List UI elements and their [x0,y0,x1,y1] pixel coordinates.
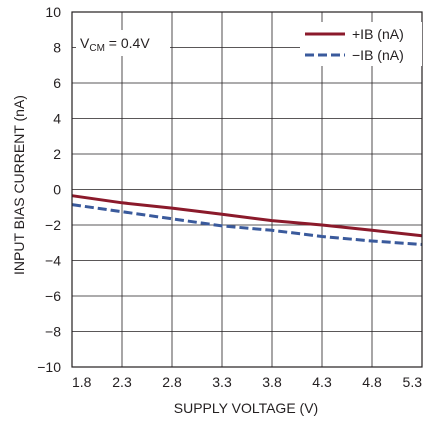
series-layer [72,196,422,245]
vcm-annotation-subscript: CM [89,43,105,54]
y-tick-labels: 10 8 6 4 2 0 −2 −4 −6 −8 −10 [37,4,61,375]
y-tick-label: 2 [53,146,61,162]
y-tick-label: −2 [45,217,61,233]
y-tick-label: 6 [53,75,61,91]
x-tick-label: 1.8 [72,374,92,390]
x-tick-label: 2.3 [112,374,132,390]
y-tick-label: 4 [53,111,61,127]
series-line-minus-ib [72,205,422,245]
y-tick-label: −8 [45,324,61,340]
legend-label-minus-ib: −IB (nA) [352,47,404,63]
x-tick-label: 5.3 [403,374,423,390]
x-tick-label: 3.3 [212,374,232,390]
series-line-plus-ib [72,196,422,236]
x-tick-label: 3.8 [262,374,282,390]
y-tick-label: −10 [37,359,61,375]
legend-label-plus-ib: +IB (nA) [352,26,404,42]
y-tick-label: 8 [53,40,61,56]
y-tick-label: −4 [45,253,61,269]
y-tick-label: 0 [53,182,61,198]
x-tick-label: 4.3 [312,374,332,390]
x-tick-label: 2.8 [162,374,182,390]
x-tick-labels: 1.8 2.3 2.8 3.3 3.8 4.3 4.8 5.3 [72,374,422,390]
x-tick-label: 4.8 [362,374,382,390]
y-tick-label: 10 [45,4,61,20]
y-axis-title: INPUT BIAS CURRENT (nA) [11,95,27,275]
x-axis-title: SUPPLY VOLTAGE (V) [174,400,318,416]
legend: +IB (nA) −IB (nA) [300,22,422,66]
y-tick-label: −6 [45,288,61,304]
vcm-annotation-rest: = 0.4V [105,35,150,51]
